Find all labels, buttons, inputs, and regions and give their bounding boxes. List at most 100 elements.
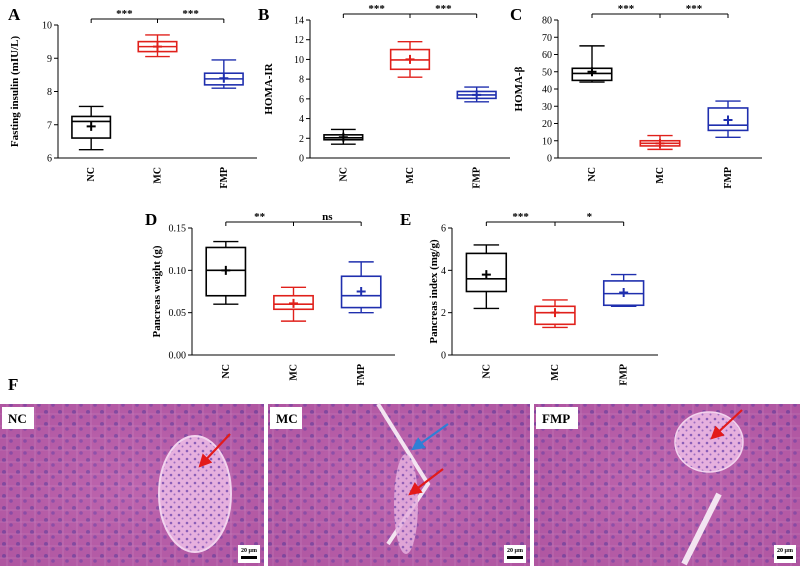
mean-marker [289, 298, 298, 308]
blue-arrow [411, 423, 449, 451]
micrograph-label: MC [276, 411, 298, 426]
y-tick-label: 6 [299, 94, 304, 105]
scale-bar-text: 20 μm [777, 548, 793, 554]
significance-bracket: ** ns [225, 211, 362, 226]
y-tick-label: 4 [441, 266, 446, 277]
box-mc [534, 299, 576, 329]
x-tick-label: FMP [619, 364, 630, 386]
y-tick-label: 2 [441, 308, 446, 319]
panel-letter: B [258, 5, 269, 24]
x-tick-label: FMP [356, 364, 367, 386]
y-tick-label: 7 [47, 120, 52, 131]
micrograph-label: FMP [542, 411, 570, 426]
y-tick-label: 40 [542, 85, 552, 96]
y-tick-label: 10 [42, 21, 52, 32]
box-iqr [465, 252, 508, 293]
x-tick-label: NC [221, 364, 232, 378]
mean-marker [550, 308, 560, 318]
x-tick-label: MC [405, 167, 416, 184]
y-tick-label: 80 [542, 16, 552, 27]
islet [674, 411, 744, 473]
y-tick-label: 20 [542, 119, 552, 130]
micrograph-label-bg [536, 407, 578, 429]
panel-letter: D [145, 210, 157, 229]
mean-marker [587, 67, 597, 77]
micrograph-label-bg [270, 407, 302, 429]
box-nc [465, 244, 508, 310]
y-tick-label: 70 [542, 33, 552, 44]
box-mc [639, 134, 681, 151]
box-iqr [71, 115, 112, 139]
box-iqr [534, 305, 576, 326]
box-fmp [707, 100, 749, 139]
mean-marker [221, 265, 231, 275]
red-arrow [198, 433, 231, 468]
panel-b: B 0 2 4 6 8 10 12 14 HOMA-IR NC MC FMP *** *** [258, 3, 510, 189]
red-arrow [710, 409, 743, 440]
box-nc [571, 45, 613, 83]
x-tick-label: FMP [219, 167, 230, 189]
scale-bar [241, 556, 257, 559]
micrograph-label-bg [2, 407, 34, 429]
y-tick-label: 0 [441, 351, 446, 362]
vessel [681, 492, 722, 566]
tissue-overlay [534, 404, 800, 566]
y-tick-label: 6 [47, 154, 52, 165]
micrograph-mc: MC 20 μm [268, 402, 530, 566]
mean-marker [481, 270, 491, 280]
box-iqr [707, 107, 749, 132]
significance-bracket: *** *** [90, 8, 225, 23]
y-tick-label: 8 [47, 87, 52, 98]
y-tick-label: 6 [441, 224, 446, 235]
x-tick-label: NC [86, 167, 97, 181]
y-axis-label: Pancreas weight (g) [151, 245, 163, 337]
y-tick-label: 0 [299, 154, 304, 165]
significance-label: *** [116, 8, 133, 20]
significance-label: *** [512, 211, 529, 223]
y-tick-label: 0 [547, 154, 552, 165]
x-tick-label: FMP [723, 167, 734, 189]
x-tick-label: MC [655, 167, 666, 184]
x-tick-label: FMP [472, 167, 483, 189]
y-axis-label: Pancreas index (mg/g) [428, 239, 440, 344]
box-iqr [205, 246, 247, 297]
significance-bracket: *** * [485, 211, 625, 226]
y-tick-label: 10 [542, 136, 552, 147]
box-mc [273, 286, 314, 322]
significance-bracket: *** *** [342, 3, 478, 18]
significance-label: *** [182, 8, 199, 20]
micrograph-nc: NC 20 μm [0, 404, 264, 566]
box-mc [137, 34, 178, 58]
micrograph-fmp: FMP 20 μm [534, 404, 800, 566]
mean-marker [723, 115, 733, 125]
mean-marker [619, 288, 629, 298]
x-tick-label: MC [153, 167, 164, 184]
significance-label: ns [322, 211, 333, 223]
y-tick-label: 0.00 [169, 351, 187, 362]
mean-marker [356, 287, 366, 296]
mean-marker [655, 138, 665, 148]
box-fmp [456, 86, 497, 103]
box-nc [71, 105, 112, 151]
box-fmp [203, 59, 244, 89]
x-tick-label: MC [289, 364, 300, 381]
significance-label: *** [368, 3, 385, 15]
y-tick-label: 60 [542, 50, 552, 61]
significance-label: *** [435, 3, 452, 15]
y-tick-label: 30 [542, 102, 552, 113]
y-tick-label: 4 [299, 114, 304, 125]
x-tick-label: MC [550, 364, 561, 381]
scale-bar [507, 556, 523, 559]
panel-letter: F [8, 375, 18, 394]
y-tick-label: 2 [299, 134, 304, 145]
y-tick-label: 8 [299, 75, 304, 86]
box-fmp [602, 273, 645, 308]
significance-bracket: *** *** [591, 3, 729, 18]
significance-label: * [587, 211, 593, 223]
significance-label: ** [254, 211, 266, 223]
scale-bar-text: 20 μm [507, 548, 523, 554]
mean-marker [338, 132, 348, 142]
panel-c: C 0 10 20 30 40 50 60 70 80 HOMA-β NC MC FMP *** *** [510, 3, 762, 189]
